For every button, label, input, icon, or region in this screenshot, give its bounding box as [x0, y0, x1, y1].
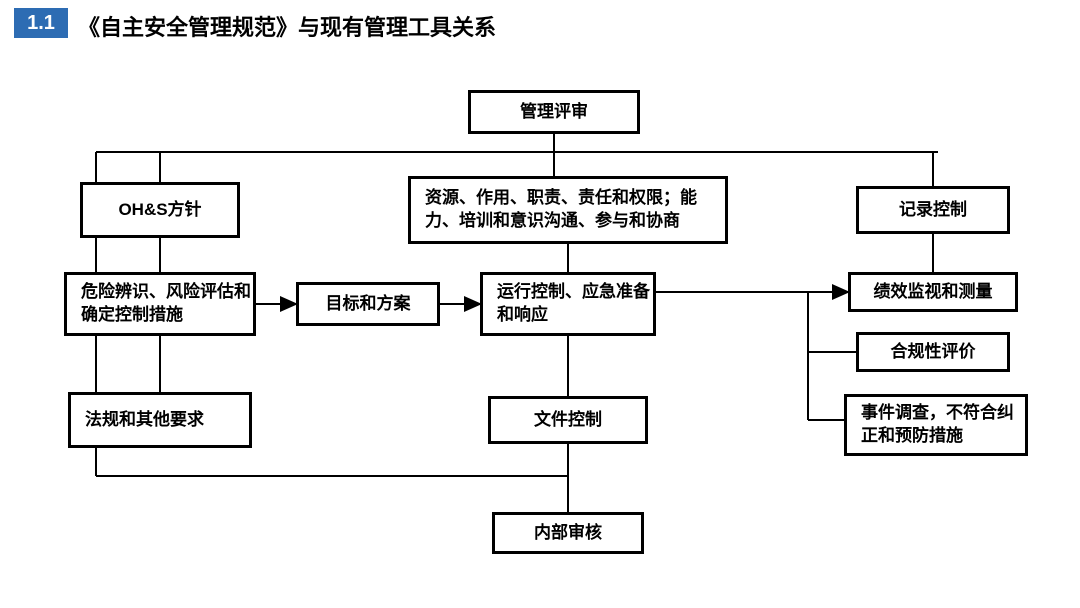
node-label: 管理评审	[520, 101, 588, 124]
node-label: 记录控制	[899, 199, 967, 222]
node-label: 法规和其他要求	[85, 409, 204, 432]
node-op-control: 运行控制、应急准备和响应	[480, 272, 656, 336]
page-title: 《自主安全管理规范》与现有管理工具关系	[78, 10, 496, 42]
node-record-ctrl: 记录控制	[856, 186, 1010, 234]
node-internal-audit: 内部审核	[492, 512, 644, 554]
node-incident: 事件调查，不符合纠正和预防措施	[844, 394, 1028, 456]
node-doc-control: 文件控制	[488, 396, 648, 444]
node-label: 文件控制	[534, 409, 602, 432]
node-label: OH&S方针	[118, 199, 201, 222]
node-objectives: 目标和方案	[296, 282, 440, 326]
node-regulations: 法规和其他要求	[68, 392, 252, 448]
section-badge: 1.1	[14, 8, 68, 38]
section-badge-text: 1.1	[27, 12, 55, 35]
node-ohs-policy: OH&S方针	[80, 182, 240, 238]
node-label: 危险辨识、风险评估和确定控制措施	[81, 281, 253, 327]
node-label: 运行控制、应急准备和响应	[497, 281, 653, 327]
node-label: 绩效监视和测量	[874, 281, 993, 304]
node-hazard-id: 危险辨识、风险评估和确定控制措施	[64, 272, 256, 336]
node-label: 目标和方案	[326, 293, 411, 316]
node-compliance: 合规性评价	[856, 332, 1010, 372]
node-mgmt-review: 管理评审	[468, 90, 640, 134]
node-perf-monitor: 绩效监视和测量	[848, 272, 1018, 312]
node-label: 内部审核	[534, 522, 602, 545]
node-label: 事件调查，不符合纠正和预防措施	[861, 402, 1025, 448]
node-label: 合规性评价	[891, 341, 976, 364]
node-resources: 资源、作用、职责、责任和权限；能力、培训和意识沟通、参与和协商	[408, 176, 728, 244]
node-label: 资源、作用、职责、责任和权限；能力、培训和意识沟通、参与和协商	[425, 187, 725, 233]
